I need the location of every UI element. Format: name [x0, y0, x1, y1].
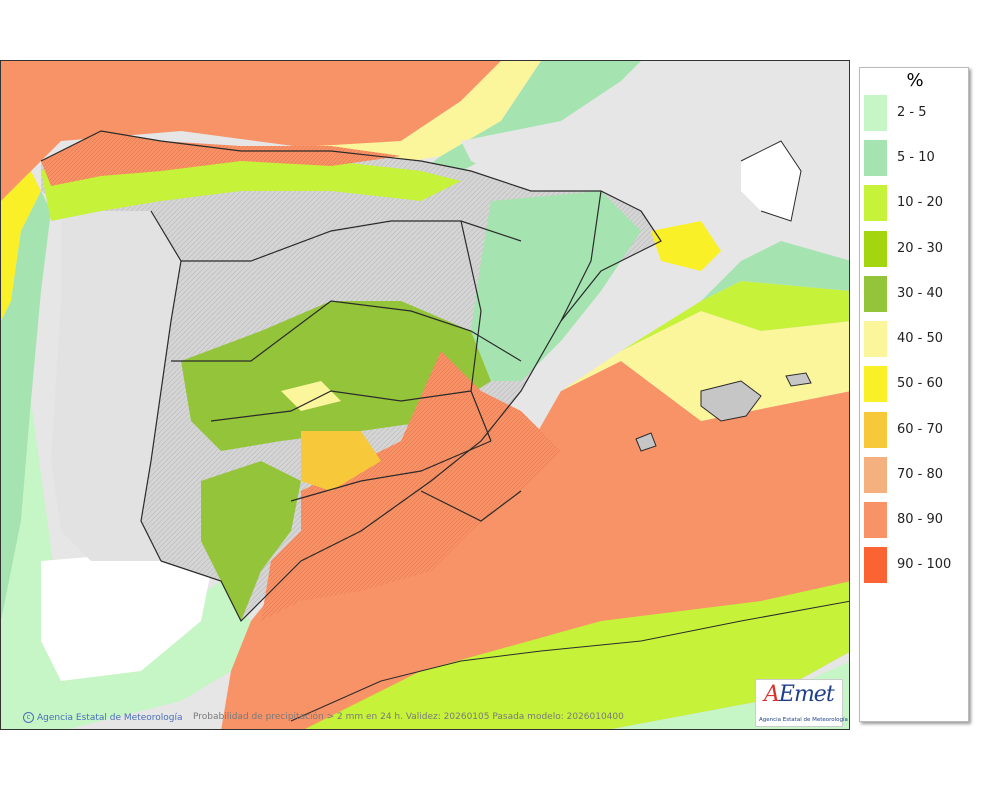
cantabrian-hatch [41, 131, 401, 186]
ibiza [635, 432, 657, 452]
sardinia-corsica [741, 141, 801, 221]
legend-label: 40 - 50 [897, 331, 944, 346]
southeast-high [261, 351, 561, 621]
legend-label: 80 - 90 [897, 512, 944, 527]
legend-item: 40 - 50 [864, 321, 964, 357]
legend-item: 5 - 10 [864, 140, 964, 176]
legend-swatch [864, 457, 887, 493]
legend-label: 90 - 100 [897, 557, 952, 572]
legend-swatch [864, 185, 887, 221]
legend-item: 50 - 60 [864, 366, 964, 402]
mallorca [700, 380, 762, 422]
map-canvas [1, 61, 849, 729]
legend-item: 10 - 20 [864, 185, 964, 221]
legend-label: 50 - 60 [897, 376, 944, 391]
atlantic-high-band [1, 61, 501, 201]
biscay-yellow-band [231, 61, 541, 166]
legend-swatch [864, 412, 887, 448]
legend-item: 2 - 5 [864, 95, 964, 131]
copyright-icon: c [23, 712, 34, 723]
legend-label: 20 - 30 [897, 241, 944, 256]
legend-swatch [864, 321, 887, 357]
legend-item: 80 - 90 [864, 502, 964, 538]
atlantic-west-green [1, 191, 51, 621]
legend-item: 30 - 40 [864, 276, 964, 312]
menorca [785, 372, 812, 387]
legend-swatch [864, 95, 887, 131]
legend-item: 70 - 80 [864, 457, 964, 493]
map-caption: Probabilidad de precipitación > 2 mm en … [193, 712, 624, 722]
legend-swatch [864, 276, 887, 312]
med-north-green [701, 241, 849, 301]
legend: % 2 - 5 5 - 10 10 - 20 20 - 30 30 - 40 4… [859, 67, 969, 722]
coastline-other [290, 140, 849, 722]
legend-swatch [864, 231, 887, 267]
region-borders [40, 130, 662, 623]
legend-item: 20 - 30 [864, 231, 964, 267]
la-mancha-yellow [301, 431, 381, 491]
legend-label: 10 - 20 [897, 195, 944, 210]
atlantic-sw-white [41, 551, 211, 681]
atlantic-west-yellow [1, 171, 41, 321]
legend-item: 60 - 70 [864, 412, 964, 448]
agency-credit: c Agencia Estatal de Meteorología [23, 712, 183, 723]
north-africa-green [305, 581, 849, 729]
legend-swatch [864, 502, 887, 538]
france-land [461, 61, 849, 251]
legend-label: 30 - 40 [897, 286, 944, 301]
legend-label: 70 - 80 [897, 467, 944, 482]
legend-title: % [906, 70, 924, 91]
legend-swatch [864, 366, 887, 402]
catalonia-yellow [651, 221, 721, 271]
legend-item: 90 - 100 [864, 547, 964, 583]
agency-credit-text: Agencia Estatal de Meteorología [37, 713, 183, 723]
legend-swatch [864, 547, 887, 583]
aemet-logo: AEmet Agencia Estatal de Meteorología [755, 679, 848, 727]
aemet-logo-subtitle: Agencia Estatal de Meteorología [759, 717, 848, 723]
probability-map: c Agencia Estatal de Meteorología Probabi… [0, 60, 850, 730]
med-band-yellow [561, 311, 849, 421]
aemet-logo-mark: AEmet [764, 682, 835, 707]
legend-swatch [864, 140, 887, 176]
legend-label: 5 - 10 [897, 150, 935, 165]
central-yellow [281, 381, 341, 411]
med-band-green [621, 281, 849, 351]
legend-label: 2 - 5 [897, 105, 927, 120]
southwest-green [201, 461, 301, 621]
legend-label: 60 - 70 [897, 422, 944, 437]
